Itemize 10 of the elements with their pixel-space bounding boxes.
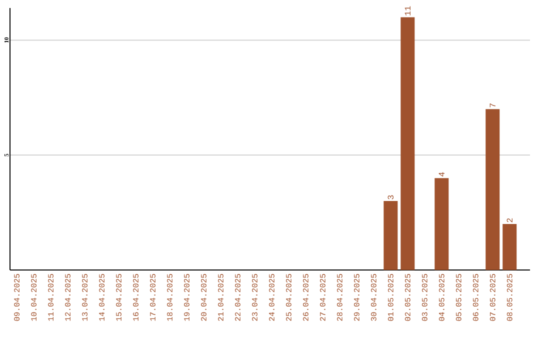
data-label: 2 (506, 218, 512, 222)
bar (384, 201, 398, 270)
data-label: 7 (490, 104, 496, 108)
data-label: 11 (404, 6, 410, 16)
bar (486, 109, 500, 270)
data-label: 3 (388, 195, 394, 200)
bar (400, 17, 415, 270)
data-label: 4 (438, 172, 444, 176)
bar (502, 224, 517, 270)
bar (434, 178, 449, 270)
